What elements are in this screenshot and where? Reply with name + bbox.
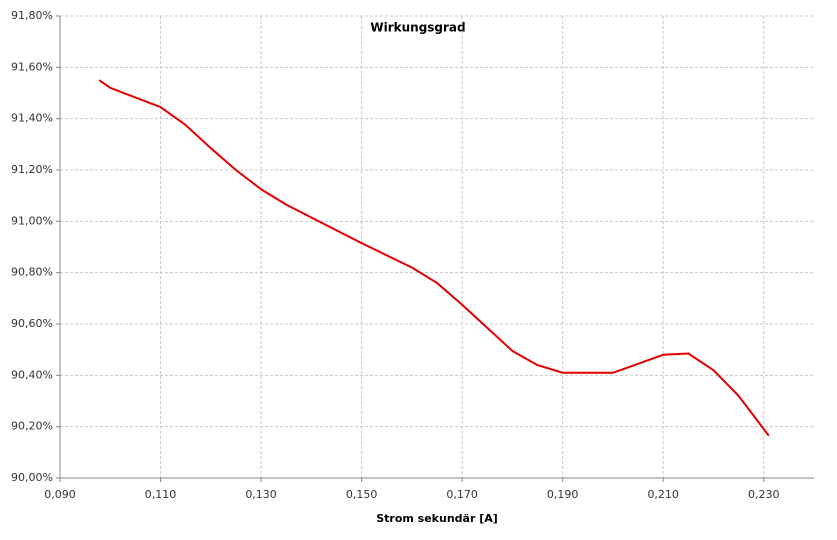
x-tick-label: 0,170 (446, 488, 478, 501)
x-tick-label: 0,150 (346, 488, 378, 501)
x-tick-label: 0,190 (547, 488, 579, 501)
x-tick-label: 0,090 (44, 488, 76, 501)
y-tick-label: 91,40% (11, 112, 53, 125)
y-tick-label: 91,20% (11, 163, 53, 176)
y-tick-label: 90,40% (11, 368, 53, 381)
y-tick-label: 90,20% (11, 420, 53, 433)
x-tick-label: 0,130 (245, 488, 277, 501)
y-tick-label: 91,00% (11, 214, 53, 227)
x-tick-label: 0,210 (647, 488, 679, 501)
y-tick-label: 90,60% (11, 317, 53, 330)
x-tick-label: 0,110 (145, 488, 177, 501)
chart-title: Wirkungsgrad (370, 21, 465, 35)
y-tick-label: 91,80% (11, 9, 53, 22)
x-tick-label: 0,230 (748, 488, 780, 501)
y-tick-label: 90,80% (11, 266, 53, 279)
y-tick-label: 91,60% (11, 60, 53, 73)
x-axis-label: Strom sekundär [A] (376, 512, 498, 525)
y-tick-label: 90,00% (11, 471, 53, 484)
line-series (98, 79, 770, 437)
